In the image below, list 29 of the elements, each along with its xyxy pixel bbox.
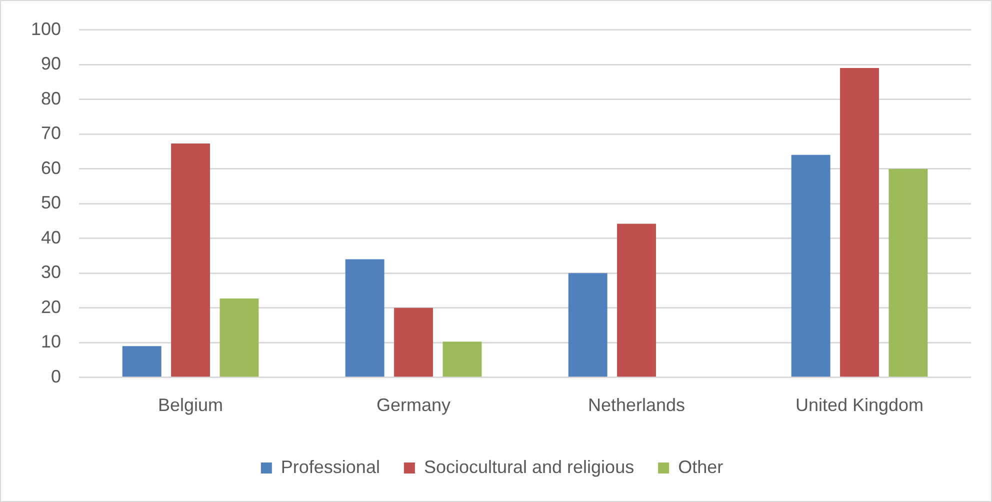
y-tick-label: 80 xyxy=(41,88,62,108)
bar xyxy=(840,68,879,377)
y-tick-label: 20 xyxy=(41,296,62,317)
y-tick-label: 40 xyxy=(41,227,62,248)
bar xyxy=(220,298,259,377)
bar xyxy=(791,154,830,377)
y-tick-label: 70 xyxy=(41,123,62,144)
legend-label: Professional xyxy=(280,456,380,477)
bar xyxy=(394,308,433,377)
bar xyxy=(122,346,162,377)
x-tick-label: Germany xyxy=(376,395,451,416)
x-tick-label: United Kingdom xyxy=(795,395,924,416)
y-tick-label: 100 xyxy=(30,18,62,39)
bar xyxy=(888,168,928,377)
y-tick-label: 50 xyxy=(41,192,62,213)
y-tick-label: 90 xyxy=(41,54,62,74)
y-tick-label: 10 xyxy=(41,332,62,352)
bar xyxy=(568,273,608,377)
y-tick-label: 0 xyxy=(51,366,62,386)
x-tick-label: Netherlands xyxy=(588,395,686,416)
y-tick-label: 30 xyxy=(41,262,62,282)
bar xyxy=(617,224,656,377)
bar xyxy=(171,143,210,377)
legend-label: Other xyxy=(678,456,724,477)
bar xyxy=(345,259,384,377)
bar xyxy=(442,342,482,377)
legend-label: Sociocultural and religious xyxy=(424,456,634,477)
y-tick-label: 60 xyxy=(41,158,62,178)
x-tick-label: Belgium xyxy=(158,395,224,416)
